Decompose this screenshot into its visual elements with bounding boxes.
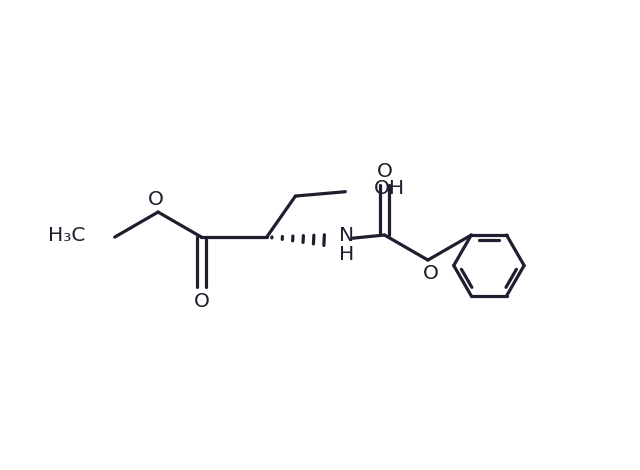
Text: O: O: [193, 291, 209, 311]
Text: H₃C: H₃C: [49, 226, 86, 244]
Text: N: N: [339, 226, 354, 244]
Text: OH: OH: [374, 179, 405, 198]
Text: H: H: [339, 245, 354, 264]
Text: O: O: [376, 162, 392, 180]
Text: O: O: [423, 265, 439, 283]
Text: O: O: [148, 190, 164, 209]
